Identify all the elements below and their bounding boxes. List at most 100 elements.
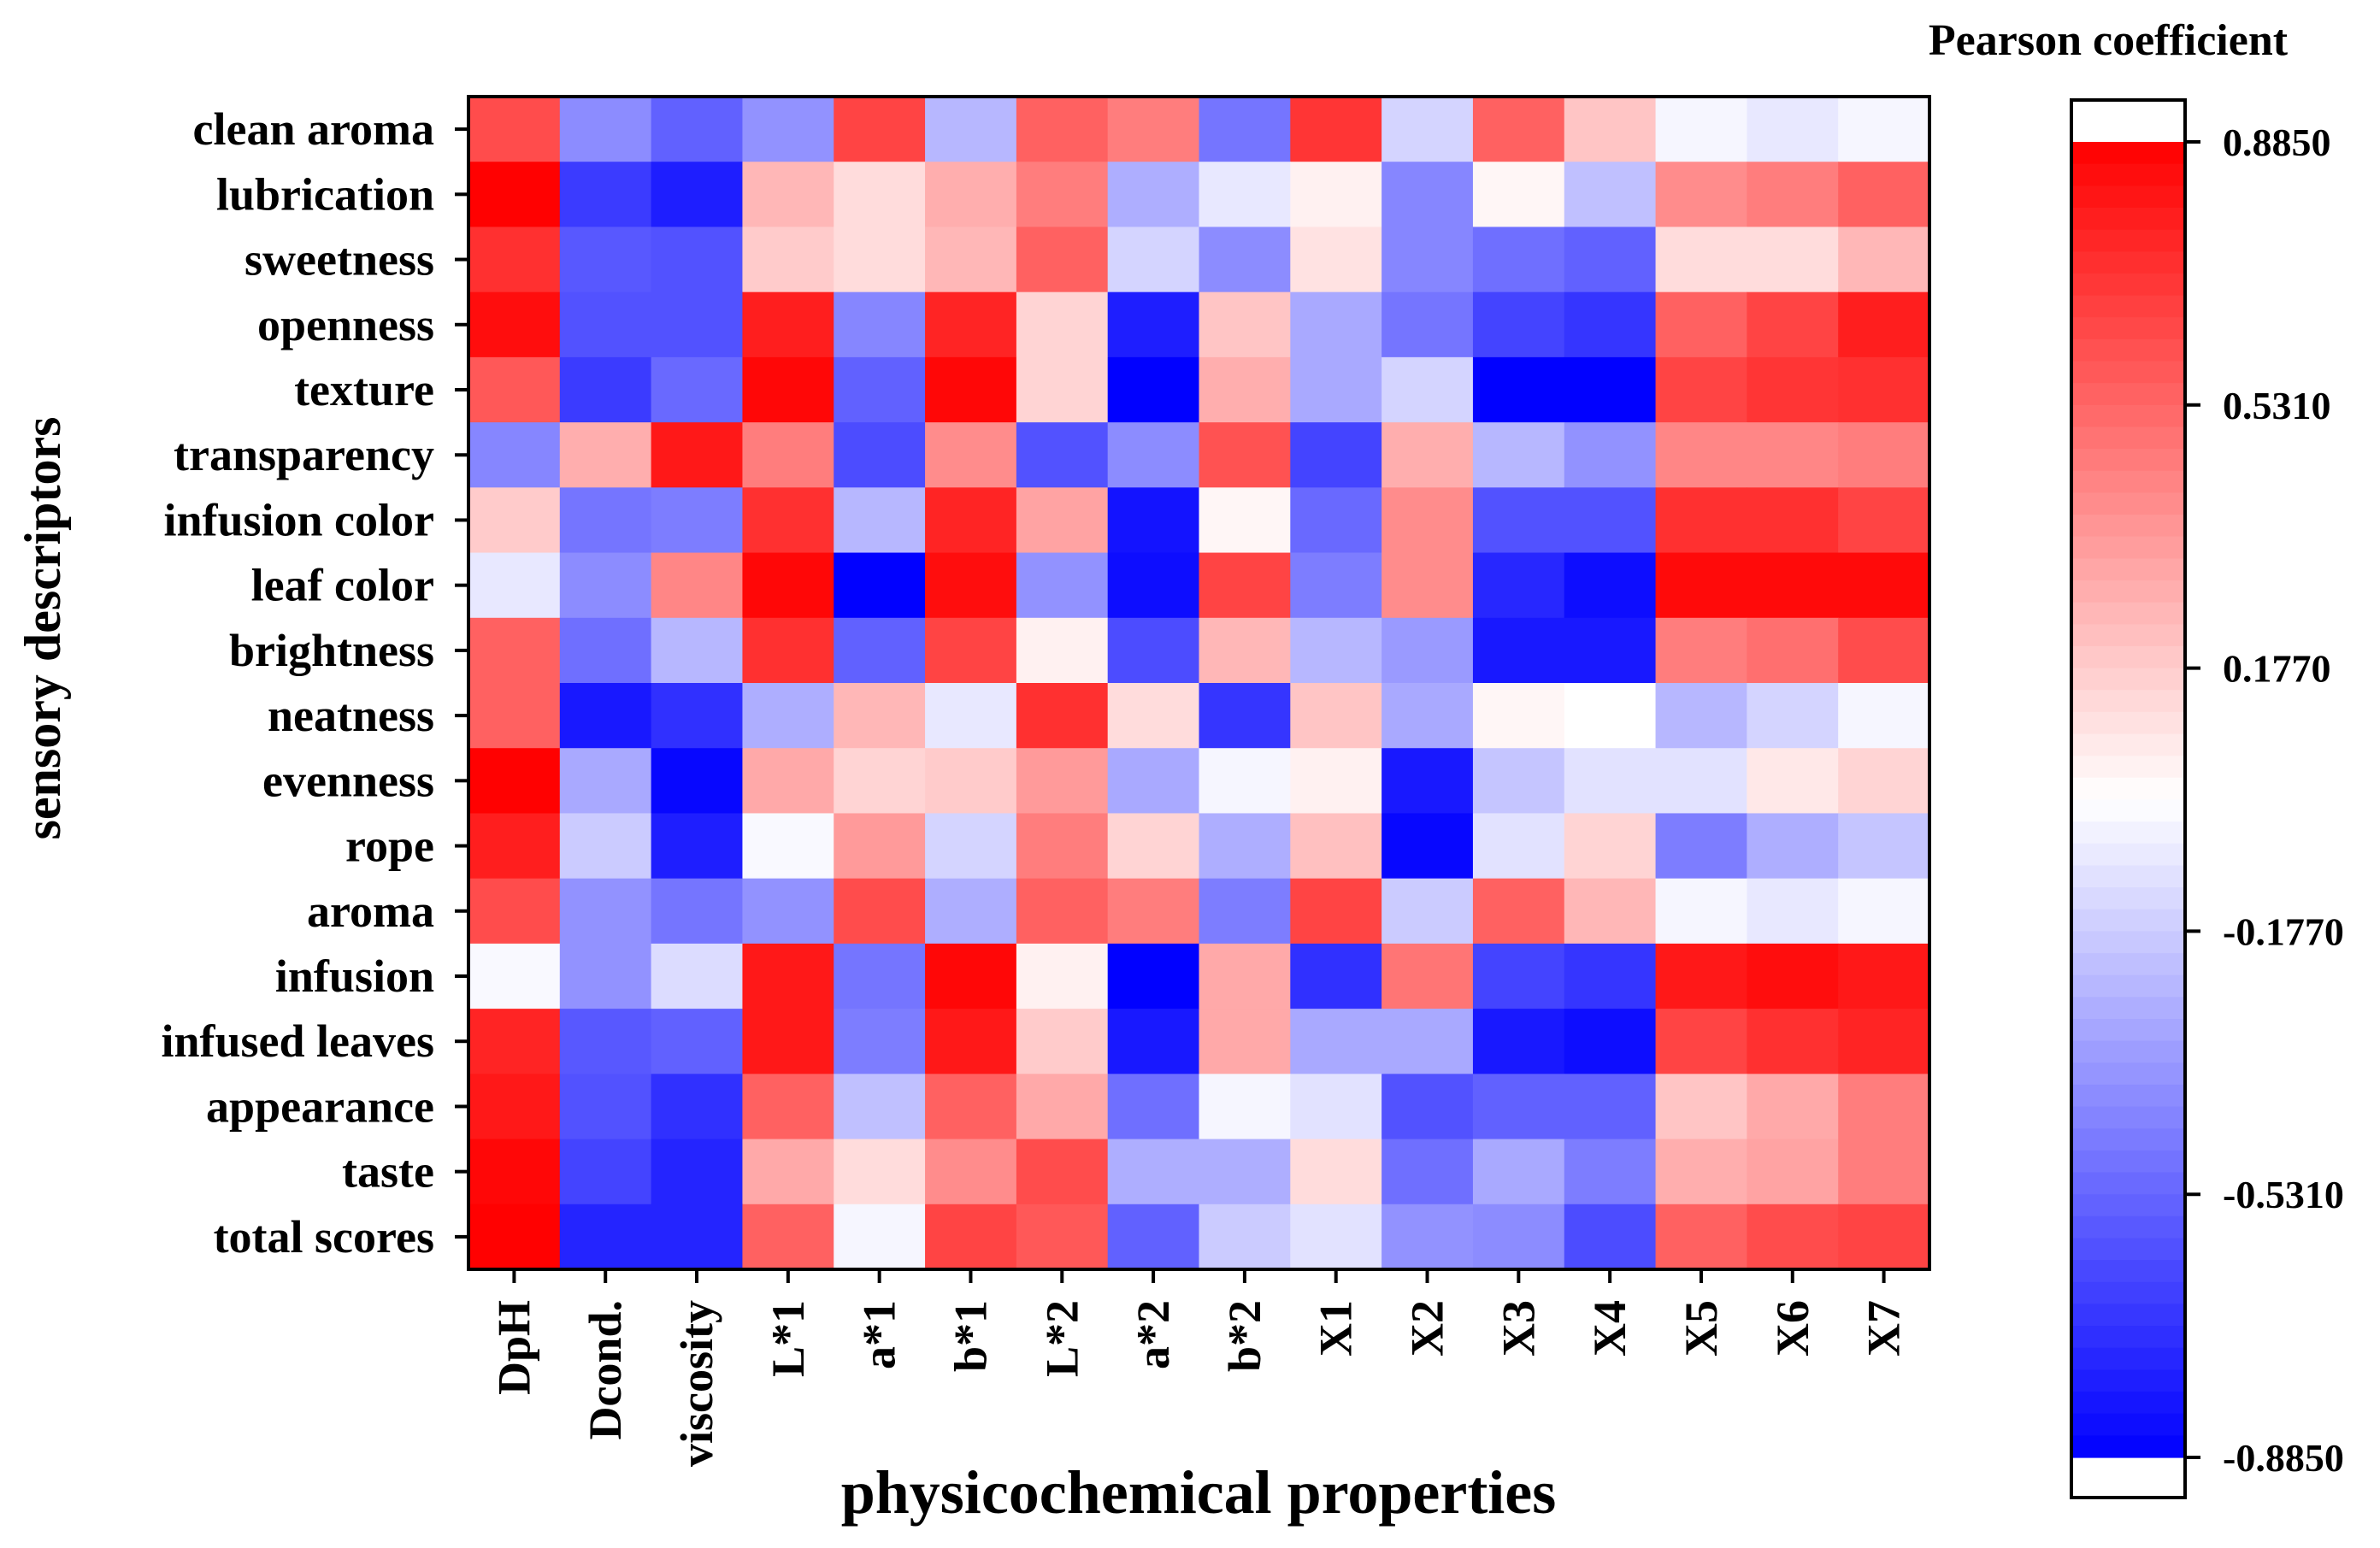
heatmap-cell xyxy=(834,1074,926,1140)
heatmap-cell xyxy=(1381,748,1474,815)
heatmap-cell xyxy=(1838,552,1930,619)
row-label: taste xyxy=(342,1146,434,1198)
heatmap-cell xyxy=(1655,1139,1747,1205)
heatmap-cell xyxy=(1381,291,1474,358)
row-label: aroma xyxy=(307,886,434,937)
heatmap-cell xyxy=(1838,1204,1930,1270)
row-label: clean aroma xyxy=(193,103,434,155)
column-label: L*1 xyxy=(763,1300,814,1377)
heatmap-cell xyxy=(1199,1074,1291,1140)
heatmap-cell xyxy=(834,291,926,358)
heatmap-cell xyxy=(834,617,926,684)
legend-band xyxy=(2071,909,2185,932)
heatmap-cell xyxy=(651,683,744,749)
heatmap-cell xyxy=(1655,552,1747,619)
heatmap-cell xyxy=(651,291,744,358)
heatmap-cell xyxy=(1199,1139,1291,1205)
heatmap-cell xyxy=(834,162,926,228)
column-label: X1 xyxy=(1311,1300,1362,1357)
heatmap-cell xyxy=(1107,1009,1200,1074)
heatmap-cell xyxy=(468,1139,561,1205)
heatmap-cell xyxy=(742,813,834,880)
legend-band xyxy=(2071,427,2185,450)
legend-band xyxy=(2071,1260,2185,1283)
legend-band xyxy=(2071,974,2185,998)
heatmap-cell xyxy=(651,1139,744,1205)
legend-band xyxy=(2071,580,2185,603)
heatmap-cell xyxy=(1472,1139,1565,1205)
heatmap-cell xyxy=(651,1204,744,1270)
legend-tick-label: -0.5310 xyxy=(2223,1173,2344,1216)
heatmap-cell xyxy=(1107,813,1200,880)
heatmap-cell xyxy=(925,878,1017,945)
legend-band xyxy=(2071,1413,2185,1436)
heatmap-cell xyxy=(651,356,744,423)
heatmap-cell xyxy=(1564,552,1657,619)
heatmap-cell xyxy=(1199,291,1291,358)
legend-band xyxy=(2071,865,2185,888)
heatmap-cell xyxy=(1381,1009,1474,1074)
axis-ticks xyxy=(455,127,1886,1283)
heatmap-cell xyxy=(1747,291,1839,358)
heatmap-cell xyxy=(834,487,926,554)
heatmap-cell xyxy=(1838,1139,1930,1205)
heatmap-cell xyxy=(559,356,652,423)
heatmap-cell xyxy=(742,291,834,358)
heatmap-cell xyxy=(1290,97,1382,162)
heatmap-cell xyxy=(1107,356,1200,423)
heatmap-cell xyxy=(1290,422,1382,488)
legend-color-bands xyxy=(2071,142,2185,1458)
heatmap-cell xyxy=(925,422,1017,488)
heatmap-cell xyxy=(1107,97,1200,162)
heatmap-cell xyxy=(742,1139,834,1205)
heatmap-cell xyxy=(651,162,744,228)
heatmap-cell xyxy=(925,813,1017,880)
heatmap-cell xyxy=(1564,227,1657,293)
heatmap-cell xyxy=(651,422,744,488)
heatmap-cell xyxy=(1838,1074,1930,1140)
column-label: b*1 xyxy=(945,1300,996,1372)
heatmap-cell xyxy=(1290,748,1382,815)
row-label: infusion xyxy=(275,951,434,1002)
heatmap-cell xyxy=(1290,162,1382,228)
heatmap-cell xyxy=(1107,162,1200,228)
column-label: X2 xyxy=(1402,1300,1453,1357)
heatmap-cell xyxy=(1747,552,1839,619)
legend-band xyxy=(2071,1369,2185,1392)
heatmap-cell xyxy=(1199,487,1291,554)
heatmap-cell xyxy=(468,617,561,684)
heatmap-cell xyxy=(1747,617,1839,684)
heatmap-cell xyxy=(651,878,744,945)
heatmap-cell xyxy=(559,878,652,945)
legend-band xyxy=(2071,1281,2185,1305)
heatmap-cell xyxy=(742,748,834,815)
legend-band xyxy=(2071,1435,2185,1458)
heatmap-cell xyxy=(1747,1009,1839,1074)
heatmap-cell xyxy=(742,97,834,162)
heatmap-cell xyxy=(1290,1009,1382,1074)
heatmap-cell xyxy=(1472,552,1565,619)
heatmap-cell xyxy=(1107,748,1200,815)
legend-tick-label: -0.8850 xyxy=(2223,1436,2344,1480)
heatmap-cell xyxy=(1564,683,1657,749)
heatmap-cell xyxy=(1199,1009,1291,1074)
heatmap-cell xyxy=(1564,162,1657,228)
column-label: X4 xyxy=(1584,1300,1635,1357)
heatmap-cell xyxy=(1655,617,1747,684)
heatmap-cell xyxy=(468,487,561,554)
heatmap-cell xyxy=(1016,162,1109,228)
heatmap-cell xyxy=(1199,943,1291,1009)
heatmap-cell xyxy=(1747,162,1839,228)
heatmap-cell xyxy=(925,1074,1017,1140)
heatmap-cell xyxy=(925,227,1017,293)
heatmap-cell xyxy=(1655,356,1747,423)
heatmap-cell xyxy=(651,617,744,684)
heatmap-cell xyxy=(1472,487,1565,554)
heatmap-cell xyxy=(834,422,926,488)
legend-band xyxy=(2071,1347,2185,1370)
legend-band xyxy=(2071,449,2185,472)
heatmap-cell xyxy=(834,683,926,749)
heatmap-cell xyxy=(559,813,652,880)
heatmap-cell xyxy=(1199,748,1291,815)
heatmap-cell xyxy=(742,552,834,619)
